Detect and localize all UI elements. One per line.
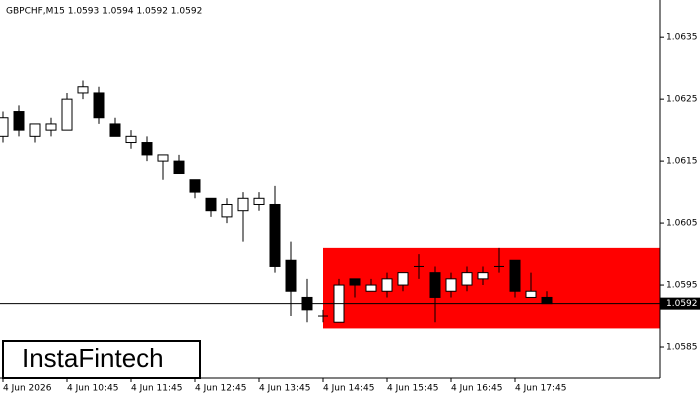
candle-body xyxy=(0,117,9,137)
x-tick-label: 4 Jun 2026 xyxy=(3,384,52,394)
candle-body xyxy=(109,123,121,137)
y-tick-label: 1.0585 xyxy=(666,343,698,353)
candle-body xyxy=(157,154,169,162)
candle-body xyxy=(461,272,473,286)
candle-body xyxy=(525,290,537,298)
pattern-zone xyxy=(323,247,660,329)
chart-title: GBPCHF,M15 1.0593 1.0594 1.0592 1.0592 xyxy=(6,7,202,17)
candle-body xyxy=(477,272,489,280)
x-tick-label: 4 Jun 10:45 xyxy=(67,384,118,394)
candle-body xyxy=(253,197,265,205)
candle-body xyxy=(189,179,201,193)
y-tick-label: 1.0625 xyxy=(666,95,698,105)
candle-body xyxy=(45,123,57,131)
candle-body xyxy=(221,203,233,218)
candle-body xyxy=(509,259,521,292)
candle-body xyxy=(381,278,393,292)
x-tick-label: 4 Jun 13:45 xyxy=(259,384,310,394)
candle-body xyxy=(285,259,297,292)
candle-body xyxy=(445,278,457,292)
x-tick-label: 4 Jun 12:45 xyxy=(195,384,246,394)
y-tick-label: 1.0615 xyxy=(666,157,698,167)
candle-body xyxy=(173,160,185,175)
candle-body xyxy=(61,98,73,131)
watermark: InstaFintech xyxy=(22,343,164,373)
candle-body xyxy=(141,142,153,156)
y-tick-label: 1.0635 xyxy=(666,33,698,43)
candle-body xyxy=(269,203,281,267)
candle-body xyxy=(397,272,409,286)
watermark-box xyxy=(2,340,201,379)
price-label: 1.0592 xyxy=(666,299,698,309)
candle-body xyxy=(205,197,217,212)
x-tick-label: 4 Jun 17:45 xyxy=(515,384,566,394)
candle-body xyxy=(93,92,105,119)
candle-body xyxy=(541,296,553,305)
price-label-box xyxy=(660,297,700,310)
y-tick-label: 1.0605 xyxy=(666,219,698,229)
x-tick-label: 4 Jun 16:45 xyxy=(451,384,502,394)
candle-body xyxy=(349,278,361,286)
y-tick-label: 1.0595 xyxy=(666,281,698,291)
candle-body xyxy=(13,111,25,131)
candle-body xyxy=(77,86,89,94)
x-tick-label: 4 Jun 14:45 xyxy=(323,384,374,394)
x-tick-label: 4 Jun 15:45 xyxy=(387,384,438,394)
candle-body xyxy=(29,123,41,137)
candle-body xyxy=(429,272,441,298)
candle-body xyxy=(125,135,137,144)
x-tick-label: 4 Jun 11:45 xyxy=(131,384,182,394)
candle-body xyxy=(365,284,377,292)
candle-body xyxy=(237,197,249,212)
